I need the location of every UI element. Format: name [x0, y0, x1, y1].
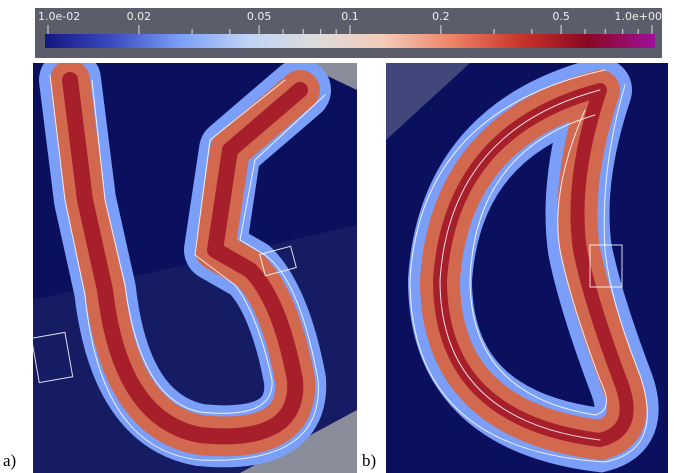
colorbar — [45, 34, 655, 48]
tick-label: 1.0e-02 — [38, 10, 80, 23]
panel-label: b) — [362, 451, 376, 470]
tick-label: 0.2 — [432, 10, 450, 23]
tick-label: 0.1 — [341, 10, 359, 23]
tick-label: 1.0e+00 — [615, 10, 662, 23]
tick-label: 0.5 — [552, 10, 570, 23]
panel-b-image — [386, 63, 668, 473]
panel-a-image — [31, 63, 357, 473]
tick-label: 0.05 — [247, 10, 272, 23]
figure: 1.0e-02 0.02 0.05 0.1 0.2 0.5 1.0e+00 a) b) — [0, 0, 674, 473]
tick-label: 0.02 — [127, 10, 152, 23]
panel-label: a) — [3, 451, 16, 470]
